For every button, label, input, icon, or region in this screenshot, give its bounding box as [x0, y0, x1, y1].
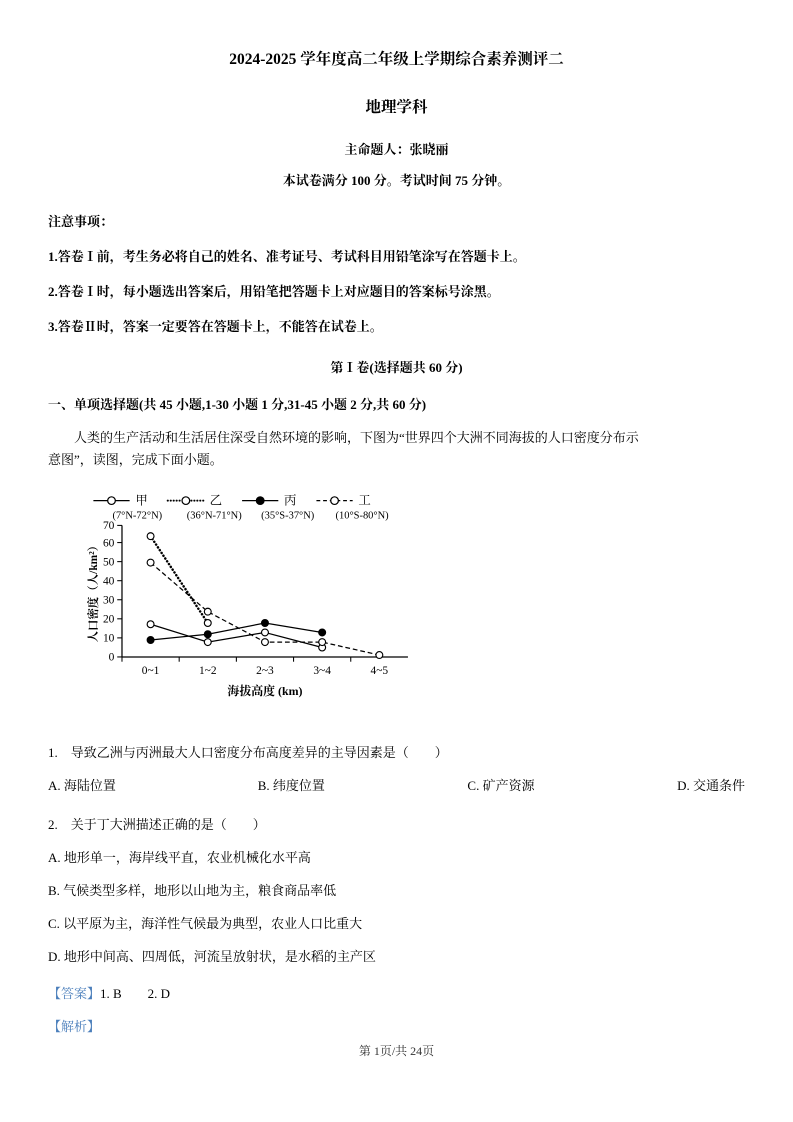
svg-text:(10°S-80°N): (10°S-80°N) — [336, 511, 390, 522]
svg-text:0: 0 — [109, 652, 115, 664]
svg-text:乙: 乙 — [210, 494, 222, 508]
svg-text:60: 60 — [103, 538, 115, 550]
svg-text:3~4: 3~4 — [313, 665, 331, 677]
svg-text:2~3: 2~3 — [256, 665, 274, 677]
svg-text:0~1: 0~1 — [142, 665, 160, 677]
svg-text:工: 工 — [358, 494, 370, 508]
svg-text:人口密度（人/km²）: 人口密度（人/km²） — [86, 540, 100, 642]
svg-text:20: 20 — [103, 614, 115, 626]
svg-text:(35°S-37°N): (35°S-37°N) — [261, 511, 315, 522]
svg-text:1~2: 1~2 — [199, 665, 217, 677]
svg-text:甲: 甲 — [135, 494, 147, 508]
svg-text:40: 40 — [103, 576, 115, 588]
svg-text:10: 10 — [103, 633, 115, 645]
svg-text:海拔高度 (km): 海拔高度 (km) — [227, 684, 302, 698]
svg-text:4~5: 4~5 — [371, 665, 389, 677]
svg-text:70: 70 — [103, 520, 115, 532]
svg-text:50: 50 — [103, 557, 115, 569]
svg-text:(36°N-71°N): (36°N-71°N) — [187, 511, 242, 522]
svg-text:丙: 丙 — [284, 494, 296, 508]
svg-text:(7°N-72°N): (7°N-72°N) — [112, 511, 162, 522]
svg-text:30: 30 — [103, 595, 115, 607]
